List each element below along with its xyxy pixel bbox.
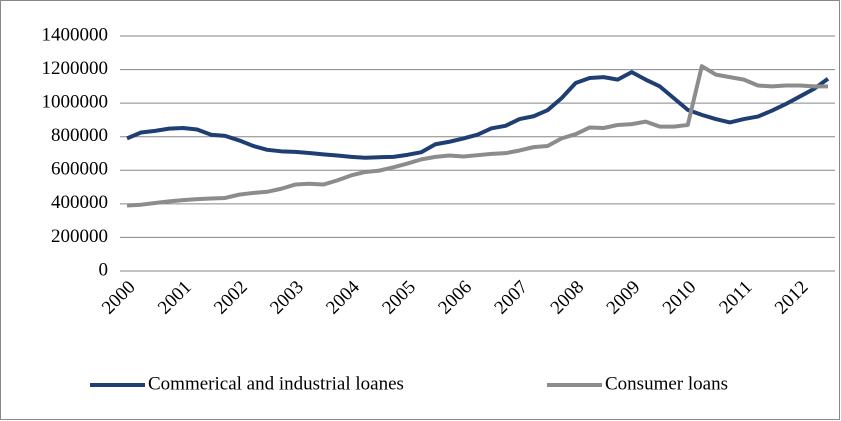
y-tick-label: 1000000 <box>42 92 109 113</box>
y-tick-label: 1400000 <box>42 24 109 45</box>
legend-label: Consumer loans <box>605 373 728 394</box>
y-tick-label: 800000 <box>51 125 108 146</box>
y-tick-label: 400000 <box>51 192 108 213</box>
legend-label: Commerical and industrial loanes <box>148 373 404 394</box>
y-tick-label: 200000 <box>51 226 108 247</box>
y-tick-label: 0 <box>99 259 109 280</box>
line-series <box>126 70 830 160</box>
y-tick-label: 600000 <box>51 159 108 180</box>
y-tick-label: 1200000 <box>42 58 109 79</box>
line-series <box>126 64 828 208</box>
